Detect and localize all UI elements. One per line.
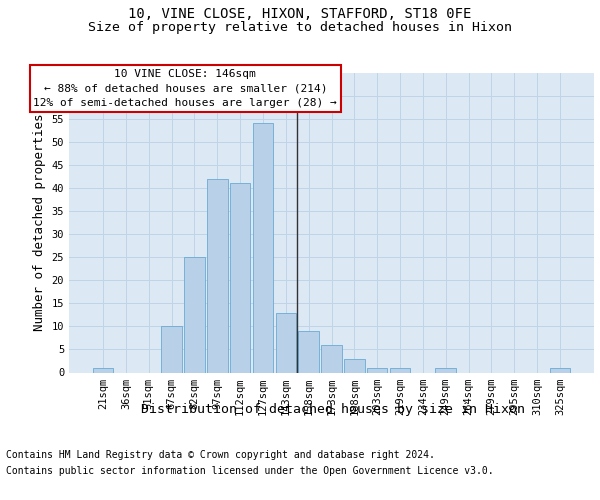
Bar <box>253 124 273 372</box>
Text: 10 VINE CLOSE: 146sqm
← 88% of detached houses are smaller (214)
12% of semi-det: 10 VINE CLOSE: 146sqm ← 88% of detached … <box>34 69 337 108</box>
Text: 10, VINE CLOSE, HIXON, STAFFORD, ST18 0FE: 10, VINE CLOSE, HIXON, STAFFORD, ST18 0F… <box>128 8 472 22</box>
Text: Distribution of detached houses by size in Hixon: Distribution of detached houses by size … <box>141 402 525 415</box>
Text: Contains public sector information licensed under the Open Government Licence v3: Contains public sector information licen… <box>6 466 494 476</box>
Bar <box>93 368 113 372</box>
Bar <box>344 358 365 372</box>
Bar <box>321 345 342 372</box>
Bar <box>390 368 410 372</box>
Bar <box>275 312 296 372</box>
Bar <box>367 368 388 372</box>
Bar <box>230 184 250 372</box>
Bar <box>298 331 319 372</box>
Y-axis label: Number of detached properties: Number of detached properties <box>33 114 46 331</box>
Bar <box>184 257 205 372</box>
Text: Size of property relative to detached houses in Hixon: Size of property relative to detached ho… <box>88 21 512 34</box>
Bar <box>550 368 570 372</box>
Bar <box>436 368 456 372</box>
Bar <box>207 178 227 372</box>
Text: Contains HM Land Registry data © Crown copyright and database right 2024.: Contains HM Land Registry data © Crown c… <box>6 450 435 460</box>
Bar <box>161 326 182 372</box>
